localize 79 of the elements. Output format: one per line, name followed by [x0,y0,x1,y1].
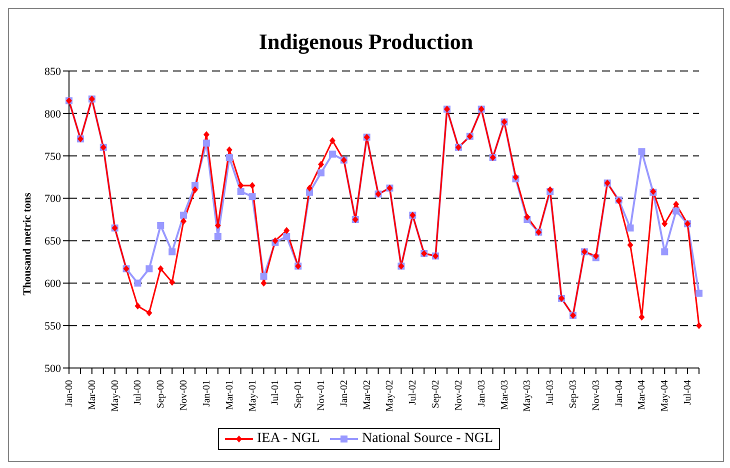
x-tick-label: Jan-03 [476,380,488,407]
point [696,290,702,297]
x-tick-label: May-01 [247,380,258,412]
point [673,200,680,208]
x-tick-label: Nov-01 [316,380,327,411]
x-tick-label: May-02 [384,380,396,412]
point [672,208,680,215]
x-tick-label: Sep-03 [568,380,579,408]
x-tick-label: Mar-01 [224,380,236,410]
point [169,278,176,286]
point [260,272,268,280]
x-tick-label: Nov-00 [178,380,190,411]
point [146,309,152,316]
y-tick-label: 550 [44,320,62,332]
x-tick-label: Sep-02 [430,380,442,408]
x-tick-label: Mar-03 [499,380,510,410]
point [524,213,530,220]
point [202,140,210,147]
point [226,146,232,154]
x-tick-label: Sep-01 [293,380,304,408]
point [284,227,290,234]
legend-label: National Source - NGL [360,431,494,447]
point [283,232,290,240]
chart-title: Indigenous Production [258,29,474,55]
x-tick-label: Jul-03 [545,380,556,405]
point [158,265,164,272]
x-tick-label: May-00 [110,380,121,412]
x-tick-label: Jan-01 [201,380,212,407]
point [627,241,634,248]
y-tick-label: 650 [44,236,62,248]
point [214,232,222,240]
x-tick-label: Jul-01 [270,380,282,405]
x-tick-label: Mar-04 [636,380,648,410]
x-tick-label: May-03 [522,380,534,412]
point [318,160,324,168]
point [248,193,256,200]
y-tick-label: 850 [44,66,62,78]
y-tick-label: 500 [44,362,62,375]
legend-label: IEA - NGL [256,431,320,447]
point [328,150,336,158]
x-tick-label: Mar-02 [362,380,373,410]
point [134,302,141,310]
point [306,184,313,192]
point [238,182,244,190]
point [318,169,324,176]
point [329,137,336,144]
point [249,182,256,190]
point [696,322,702,330]
x-tick-label: Jan-04 [614,380,625,407]
point [638,148,646,156]
point [237,188,244,195]
x-tick-label: Sep-00 [156,380,167,408]
x-tick-label: Jan-02 [338,380,350,407]
point [180,218,187,225]
x-tick-label: Jul-02 [408,380,419,405]
point [661,248,668,256]
y-axis-title: Thousand metric tons [21,192,33,296]
y-tick-label: 700 [44,193,62,206]
point [626,224,634,232]
point [168,248,176,256]
y-tick-label: 750 [44,150,62,163]
x-tick-label: Nov-03 [590,380,602,411]
x-tick-label: May-04 [660,380,671,412]
x-tick-label: Nov-02 [453,380,464,411]
point [157,222,164,229]
y-tick-label: 800 [44,108,62,120]
x-tick-label: Jan-00 [64,380,75,407]
x-tick-label: Jul-04 [682,380,694,405]
point [662,220,668,228]
y-tick-label: 600 [44,278,62,290]
point [146,265,153,272]
point [226,154,233,162]
point [180,212,188,219]
point [638,314,645,321]
x-tick-label: Mar-00 [86,380,98,410]
x-tick-label: Jul-00 [132,380,144,405]
point [260,280,267,287]
point [134,280,142,287]
point [192,186,198,194]
